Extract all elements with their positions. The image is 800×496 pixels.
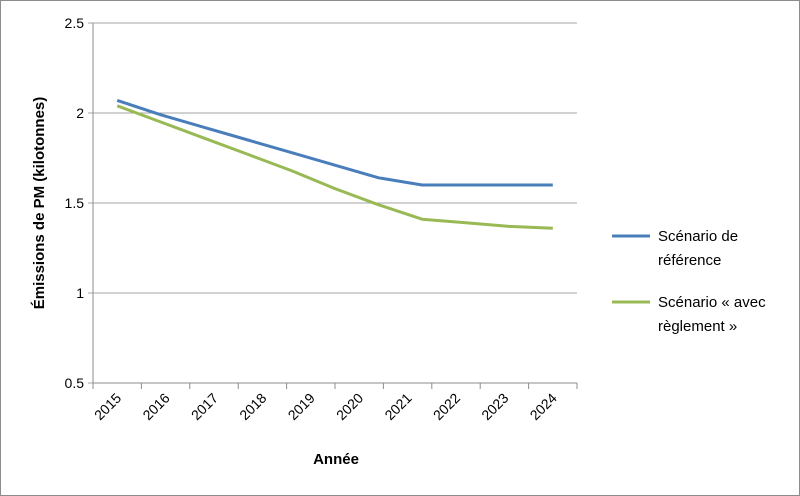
y-tick-label: 0.5 [65, 375, 85, 391]
x-axis-title: Année [313, 451, 359, 468]
x-tick-labels: 2015 2016 2017 2018 2019 2020 2021 2022 2023 2024 [91, 390, 560, 423]
x-tick-label: 2016 [139, 390, 172, 423]
axes [92, 23, 578, 389]
y-tick-label: 2.5 [65, 15, 85, 31]
x-tick-label: 2017 [188, 390, 221, 423]
y-tick-label: 1.5 [65, 195, 85, 211]
x-tick-label: 2020 [333, 390, 366, 423]
y-tick-label: 2 [76, 105, 84, 121]
gridlines [88, 22, 577, 384]
series-line-2 [116, 104, 553, 230]
y-tick-label: 1 [76, 285, 84, 301]
x-tick-label: 2019 [285, 390, 318, 423]
x-tick-label: 2015 [91, 390, 124, 423]
x-tick-label: 2021 [381, 390, 414, 423]
series-line-1 [116, 98, 553, 187]
legend-label-1: référence [658, 252, 721, 269]
legend-label-2: règlement » [658, 318, 737, 335]
y-tick-labels: 0.5 1 1.5 2 2.5 [65, 15, 85, 391]
legend-label-2: Scénario « avec [658, 294, 766, 311]
y-axis-title: Émissions de PM (kilotonnes) [31, 97, 48, 310]
x-tick-label: 2022 [430, 390, 463, 423]
x-tick-label: 2018 [236, 390, 269, 423]
x-tick-label: 2023 [478, 390, 511, 423]
x-tick-label: 2024 [527, 390, 560, 423]
legend: Scénario de référence Scénario « avec règle… [612, 228, 766, 335]
series-lines [116, 98, 553, 230]
legend-label-1: Scénario de [658, 228, 738, 245]
